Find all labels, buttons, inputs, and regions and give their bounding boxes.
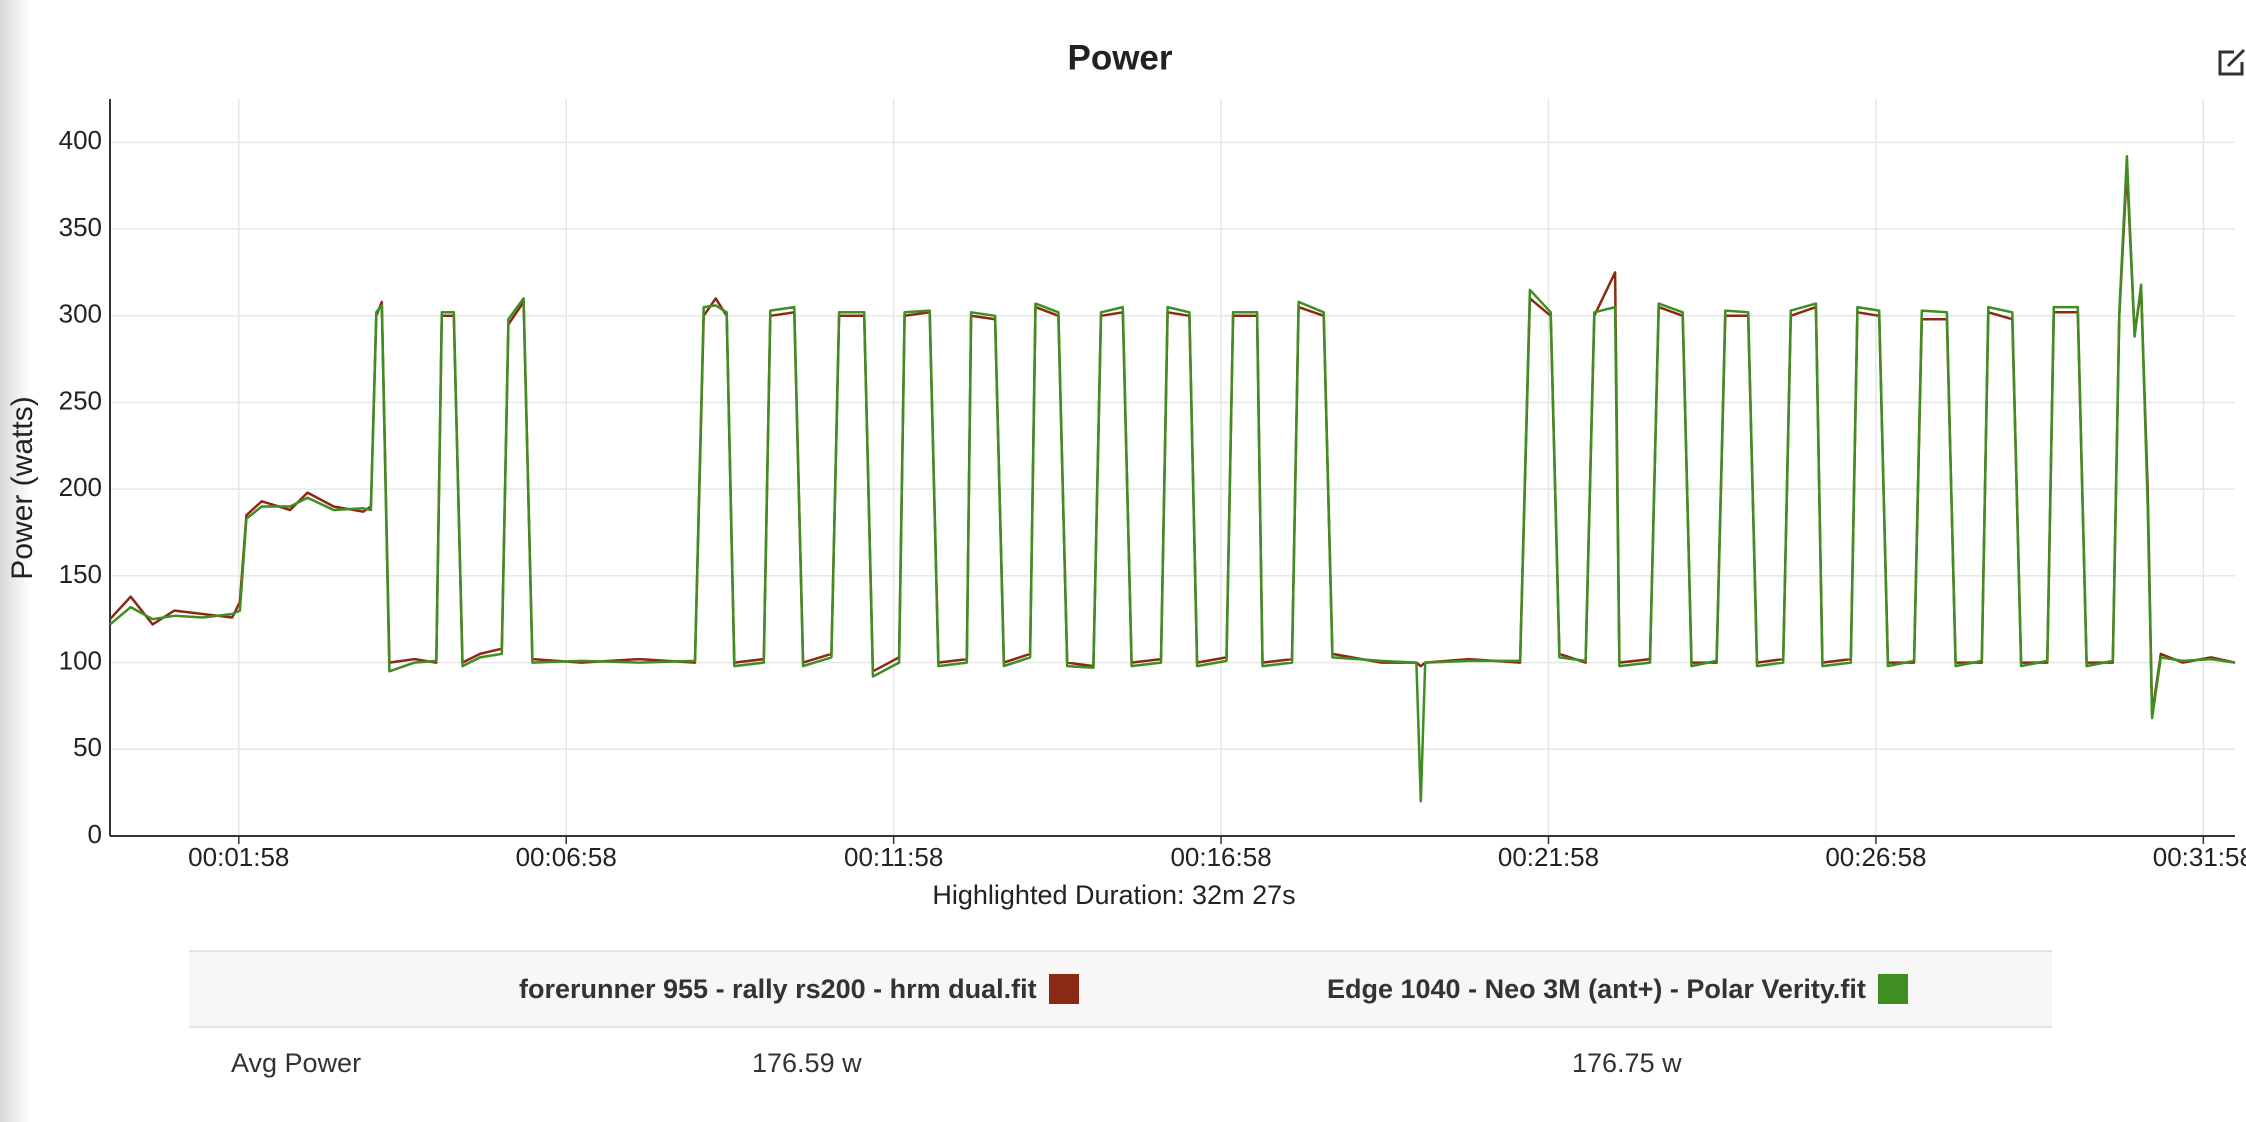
x-tick-label: 00:06:58 <box>516 842 617 872</box>
edit-icon[interactable] <box>2218 48 2246 76</box>
edit-icon-pen <box>2226 48 2246 68</box>
legend-swatch <box>1048 974 1079 1004</box>
x-tick-label: 00:11:58 <box>844 842 943 872</box>
chart: Power Power (watts) Highlighted Duration… <box>6 38 2246 910</box>
y-tick-label: 50 <box>73 732 102 762</box>
x-tick-label: 00:21:58 <box>1498 842 1599 872</box>
y-axis-label: Power (watts) <box>6 396 39 579</box>
x-tick-label: 00:01:58 <box>188 842 289 872</box>
y-tick-label: 250 <box>59 385 102 415</box>
table-value: 176.75 w <box>1572 1048 1682 1078</box>
table-header: forerunner 955 - rally rs200 - hrm dual.… <box>189 950 2052 1028</box>
chart-title: Power <box>1067 38 1172 77</box>
y-tick-label: 400 <box>59 125 102 155</box>
y-tick-label: 300 <box>59 299 102 329</box>
x-tick-label: 00:31:58 <box>2153 842 2246 872</box>
row-label: Avg Power <box>231 1048 362 1078</box>
y-tick-label: 350 <box>59 212 102 242</box>
summary-table: forerunner 955 - rally rs200 - hrm dual.… <box>189 950 2052 1078</box>
y-tick-label: 200 <box>59 472 102 502</box>
x-tick-label: 00:26:58 <box>1825 842 1926 872</box>
y-tick-label: 150 <box>59 559 102 589</box>
series-name: Edge 1040 - Neo 3M (ant+) - Polar Verity… <box>1327 973 1866 1004</box>
y-tick-label: 0 <box>88 819 102 849</box>
y-tick-label: 100 <box>59 645 102 675</box>
x-tick-label: 00:16:58 <box>1170 842 1271 872</box>
table-value: 176.59 w <box>752 1048 862 1078</box>
edit-icon-box <box>2218 50 2244 76</box>
series-line <box>109 154 2236 803</box>
series-line <box>109 167 2236 716</box>
series-name: forerunner 955 - rally rs200 - hrm dual.… <box>519 973 1037 1004</box>
window-edge <box>0 0 30 1122</box>
series-header: forerunner 955 - rally rs200 - hrm dual.… <box>519 952 1079 1026</box>
series-header: Edge 1040 - Neo 3M (ant+) - Polar Verity… <box>1327 952 1908 1026</box>
duration-note: Highlighted Duration: 32m 27s <box>932 880 1295 910</box>
legend-swatch <box>1877 974 1908 1004</box>
